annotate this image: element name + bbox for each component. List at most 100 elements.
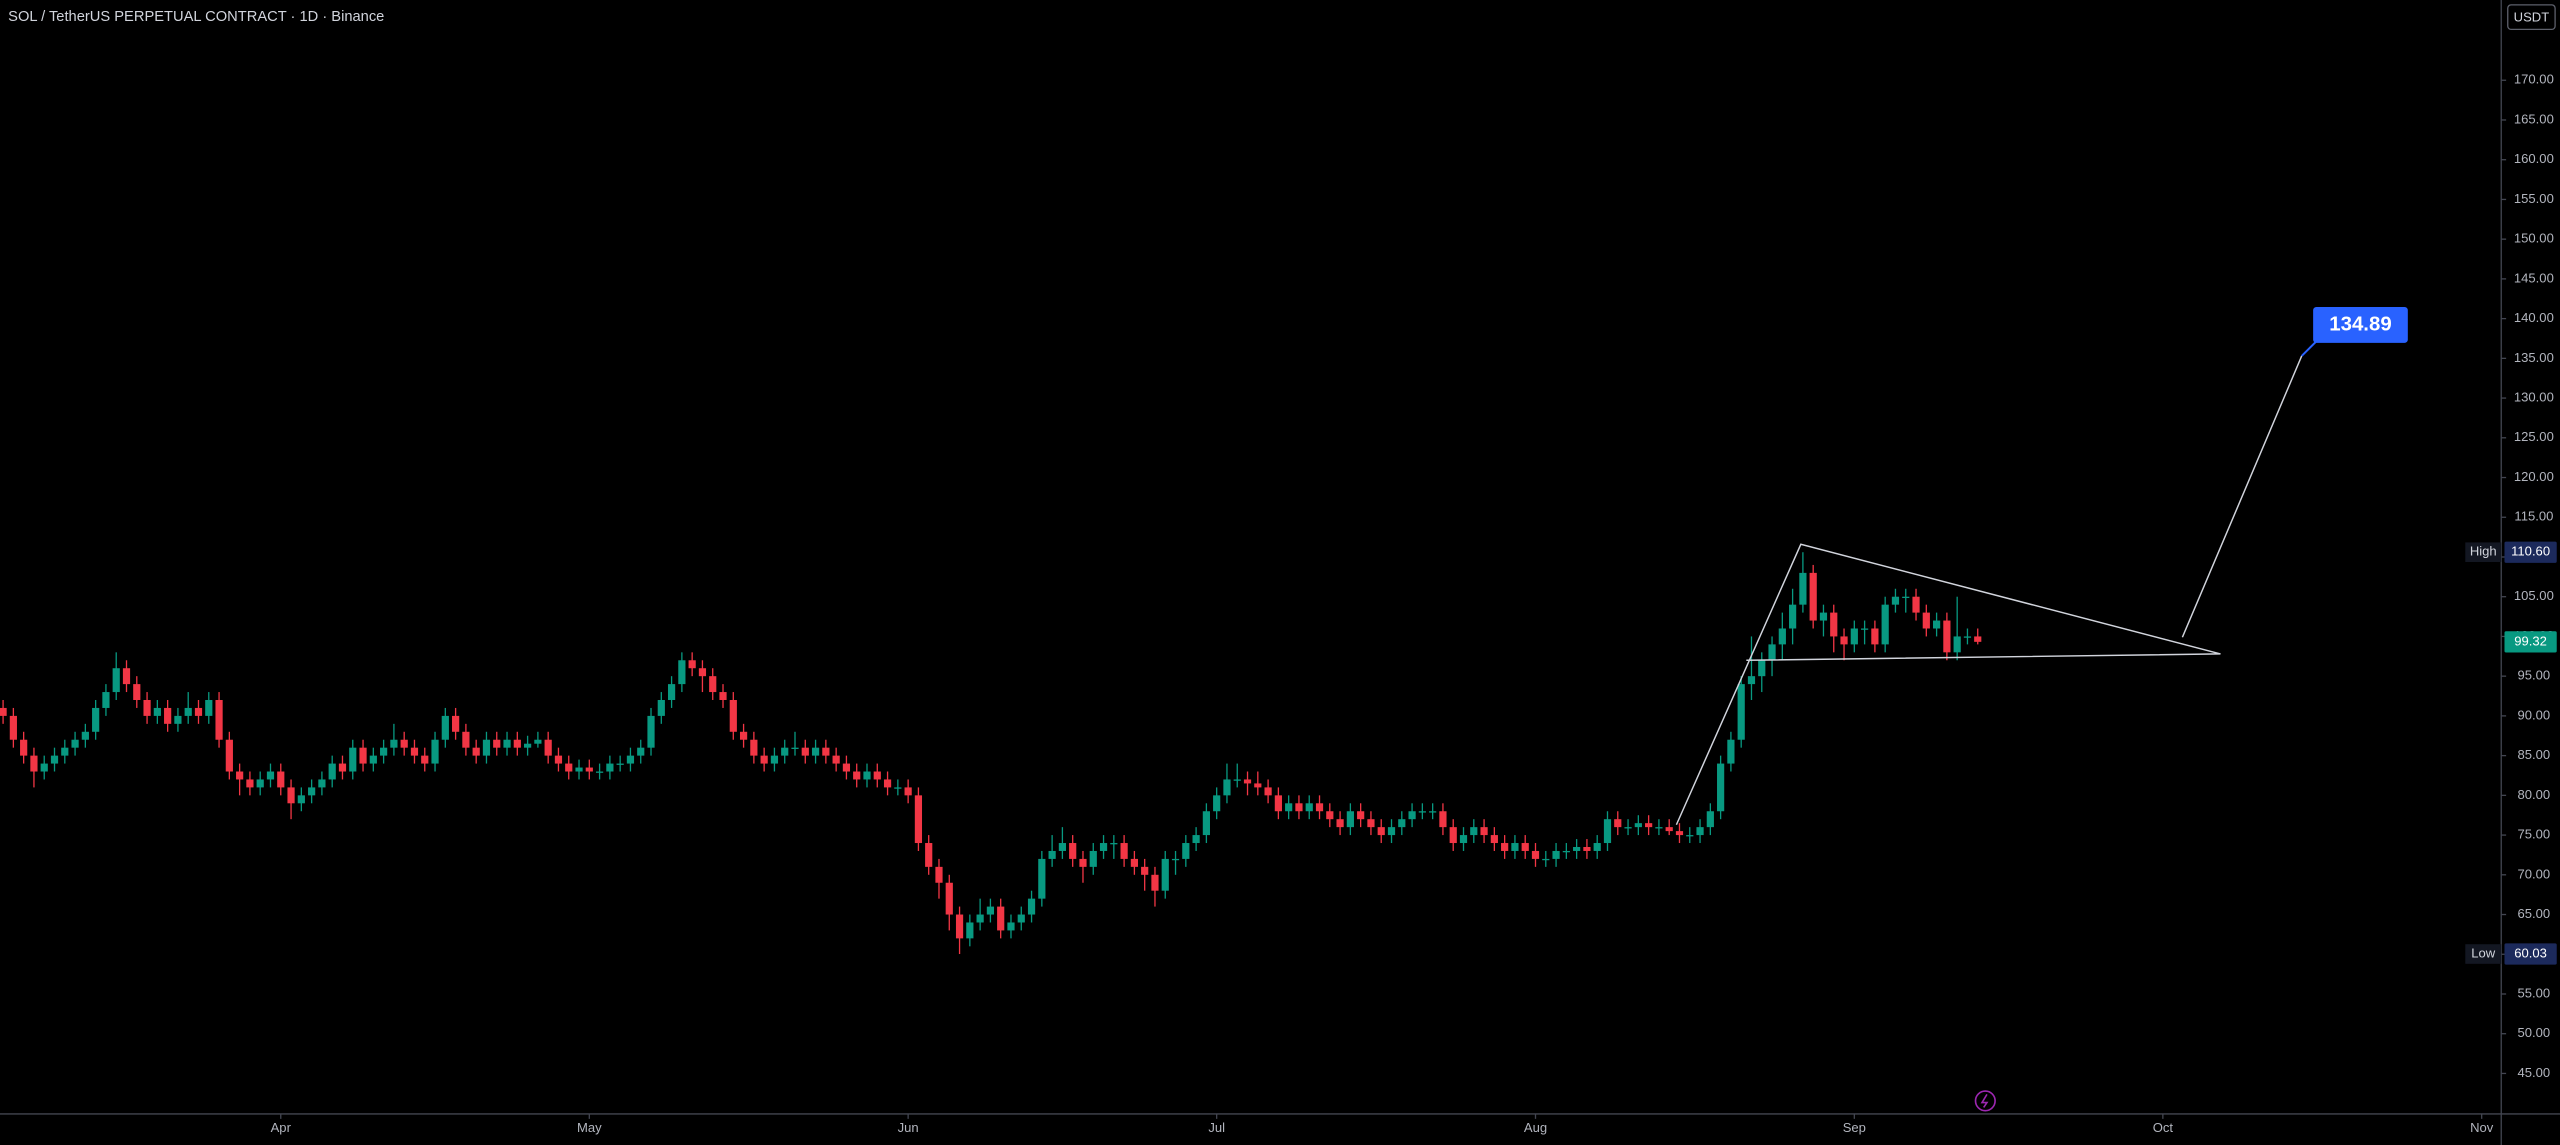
candle-body (1696, 827, 1704, 836)
candle-body (71, 739, 79, 748)
high-tag-value: 110.60 (2511, 544, 2550, 559)
lightning-icon (1974, 1090, 1996, 1112)
candle-body (1840, 636, 1848, 645)
candle-body (729, 700, 737, 732)
candle-body (1614, 819, 1622, 828)
candle-body (1665, 827, 1673, 832)
candle-body (380, 747, 388, 756)
candle-body (739, 731, 748, 740)
high-tag-box (2504, 541, 2557, 563)
candle-body (256, 779, 264, 788)
candle-body (688, 660, 696, 669)
candle-body (1943, 620, 1951, 653)
candle-body (1891, 596, 1900, 605)
candle-body (606, 763, 614, 772)
candle-body (1634, 823, 1642, 828)
y-tick-label: 75.00 (2518, 827, 2551, 842)
candle-body (431, 739, 439, 764)
y-tick-label: 105.00 (2514, 588, 2554, 603)
candle-body (750, 739, 758, 756)
candle-body (400, 739, 408, 748)
candle-body (1470, 827, 1478, 836)
candle-body (81, 731, 89, 740)
candle-body (1357, 811, 1365, 820)
candle-body (1799, 572, 1807, 605)
y-tick-label: 95.00 (2518, 668, 2551, 683)
candle-body (1120, 843, 1128, 859)
candle-body (122, 668, 131, 685)
candle-body (410, 747, 419, 756)
candle-body (1830, 612, 1838, 637)
candle-body (20, 739, 28, 756)
y-tick-label: 45.00 (2518, 1065, 2551, 1080)
candle-body (1274, 795, 1282, 812)
candle-body (544, 739, 552, 756)
candle-body (595, 771, 604, 773)
candle-body (1850, 628, 1858, 645)
candle-body (1007, 922, 1015, 931)
candle-body (1326, 811, 1334, 820)
candle-body (452, 715, 460, 732)
candle-body (102, 692, 110, 708)
y-tick-label: 150.00 (2514, 231, 2554, 246)
candle-body (1285, 803, 1293, 812)
last-price-tag-value: 99.32 (2514, 633, 2547, 648)
y-tick-label: 55.00 (2518, 985, 2551, 1000)
candle-body (1521, 843, 1529, 851)
candle-body (1552, 850, 1560, 859)
candle-body (1295, 803, 1303, 812)
candle-body (1758, 660, 1766, 677)
candle-body (30, 755, 38, 772)
candle-body (441, 715, 449, 740)
candle-body (760, 755, 768, 764)
y-tick-label: 140.00 (2514, 310, 2554, 325)
candle-body (1583, 846, 1591, 851)
candle-body (1233, 779, 1241, 781)
x-tick-label: May (577, 1120, 602, 1135)
x-tick-label: Apr (271, 1120, 292, 1135)
candle-body (1202, 811, 1210, 836)
candle-body (287, 787, 295, 804)
plot-area (0, 355, 2303, 955)
candle-body (966, 922, 974, 939)
candle-body (945, 882, 953, 915)
candle-body (1213, 795, 1221, 812)
low-tag-value: 60.03 (2514, 945, 2547, 960)
candle-body (1459, 835, 1468, 844)
candle-body (1223, 779, 1231, 796)
candle-body (637, 747, 645, 756)
candle-body (493, 739, 501, 748)
candle-body (986, 906, 995, 915)
candle-body (1305, 803, 1313, 812)
y-tick-label: 115.00 (2514, 509, 2553, 524)
candle-body (698, 668, 707, 677)
candle-body (174, 715, 182, 724)
y-tick-label: 70.00 (2518, 866, 2551, 881)
candle-body (647, 715, 655, 748)
candle-body (997, 906, 1005, 931)
candle-body (791, 747, 799, 749)
candle-body (1110, 843, 1118, 845)
candle-body (1871, 628, 1879, 645)
high-tag-text-box (2465, 542, 2502, 563)
candle-body (657, 700, 665, 716)
candle-body (709, 676, 717, 693)
candle-body (1593, 843, 1601, 851)
candle-body (215, 700, 223, 740)
candle-body (626, 755, 635, 764)
candle-body (1079, 858, 1087, 867)
candle-body (554, 755, 563, 764)
candle-body (1511, 843, 1519, 851)
candle-body (9, 715, 17, 740)
candle-body (1655, 827, 1663, 829)
candle-body (297, 795, 305, 804)
candle-body (1881, 604, 1889, 645)
candle-body (832, 755, 840, 764)
candle-body (359, 747, 367, 764)
candle-body (1603, 819, 1612, 844)
candle-body (184, 707, 192, 716)
y-tick-label: 65.00 (2518, 906, 2551, 921)
